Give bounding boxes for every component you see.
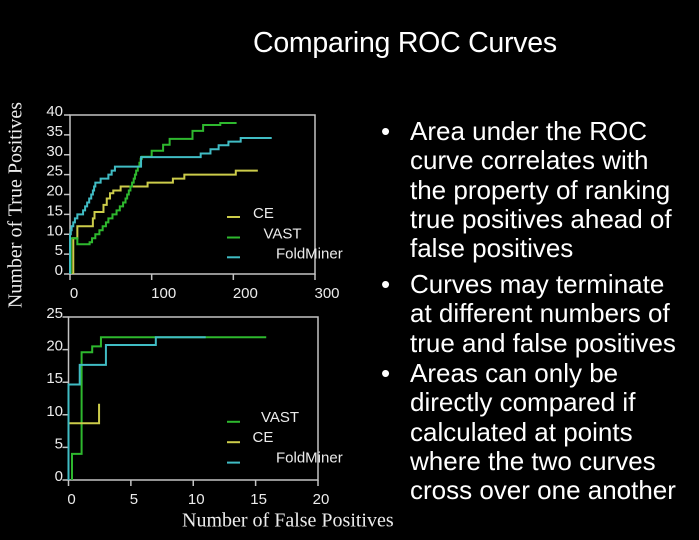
svg-text:10: 10	[188, 491, 205, 508]
svg-text:0: 0	[70, 285, 78, 302]
svg-text:40: 40	[46, 103, 63, 120]
svg-text:VAST: VAST	[264, 226, 302, 243]
svg-text:25: 25	[46, 305, 63, 322]
svg-text:0: 0	[55, 262, 63, 279]
svg-text:Comparing ROC Curves: Comparing ROC Curves	[253, 27, 557, 59]
svg-text:5: 5	[130, 491, 138, 508]
svg-text:5: 5	[55, 435, 63, 452]
svg-text:300: 300	[314, 285, 339, 302]
svg-text:10: 10	[46, 403, 63, 420]
svg-text:FoldMiner: FoldMiner	[276, 450, 343, 467]
svg-text:0: 0	[55, 468, 63, 485]
svg-text:20: 20	[46, 183, 63, 200]
svg-text:FoldMiner: FoldMiner	[276, 246, 343, 263]
svg-text:15: 15	[46, 202, 63, 219]
svg-text:25: 25	[46, 163, 63, 180]
svg-text:15: 15	[46, 370, 63, 387]
svg-text:20: 20	[46, 338, 63, 355]
svg-text:100: 100	[151, 285, 176, 302]
svg-text:15: 15	[250, 491, 267, 508]
svg-text:CE: CE	[253, 205, 274, 222]
svg-text:200: 200	[233, 285, 258, 302]
svg-text:0: 0	[67, 491, 75, 508]
svg-text:30: 30	[46, 143, 63, 160]
svg-text:20: 20	[313, 491, 330, 508]
svg-text:Number of True Positives: Number of True Positives	[5, 102, 27, 308]
svg-text:10: 10	[46, 222, 63, 239]
svg-text:VAST: VAST	[261, 409, 299, 426]
svg-text:35: 35	[46, 123, 63, 140]
svg-text:CE: CE	[253, 429, 274, 446]
svg-text:5: 5	[55, 242, 63, 259]
svg-text:Number of False Positives: Number of False Positives	[182, 510, 394, 532]
